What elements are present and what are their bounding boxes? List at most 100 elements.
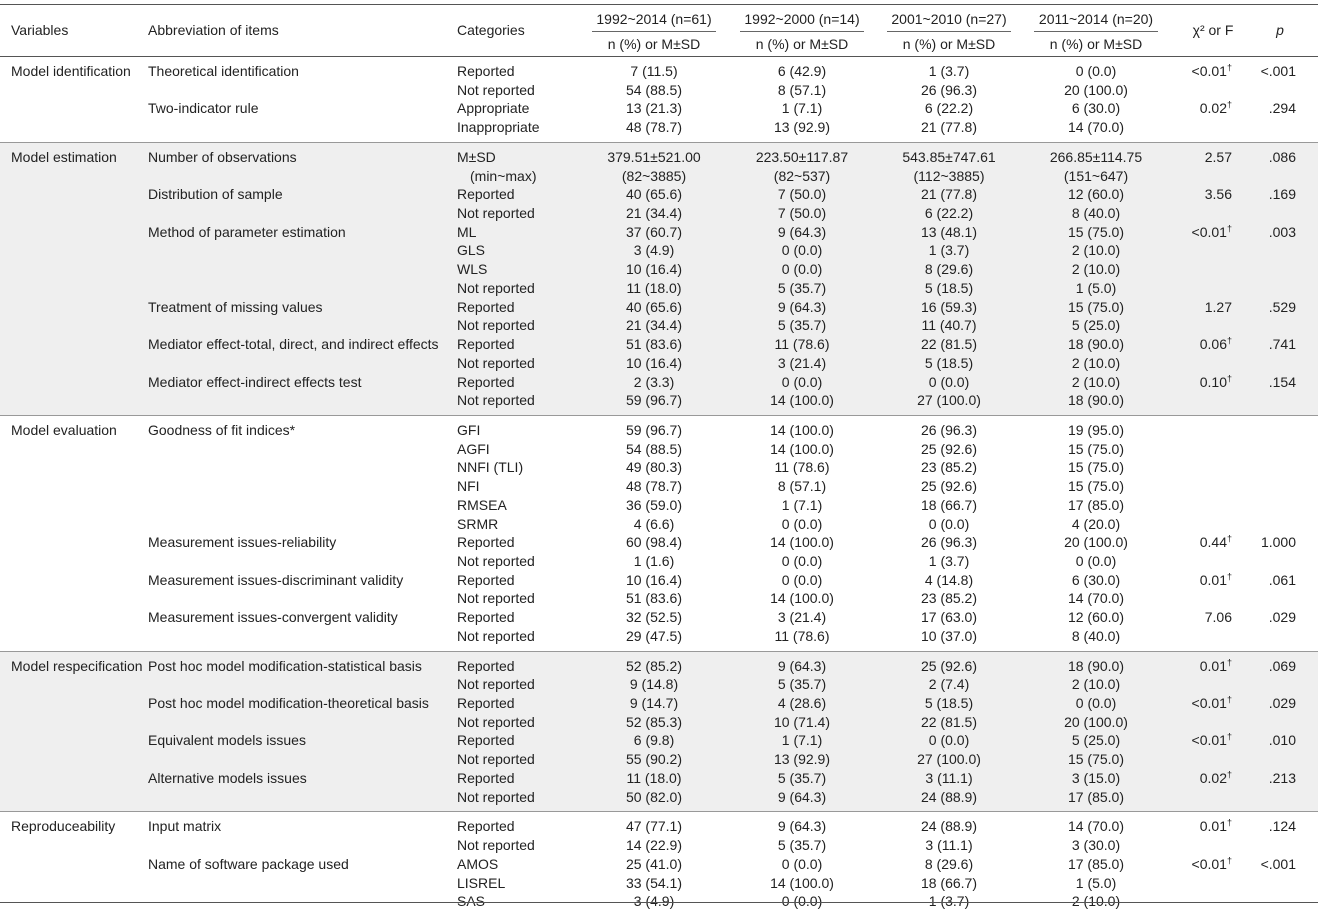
value-cell: 51 (83.6) <box>625 336 683 353</box>
value-cell: 7 (11.5) <box>630 63 678 79</box>
item-stat: 0.02† <box>1199 99 1232 117</box>
value-cell: 18 (90.0) <box>1067 336 1125 353</box>
value-cell: 8 (29.6) <box>924 261 974 278</box>
category-label: Reported <box>457 818 515 835</box>
value-cell: 4 (20.0) <box>1071 515 1121 532</box>
value-cell: 3 (30.0) <box>1071 837 1121 854</box>
section-variable: Model evaluation <box>11 421 117 438</box>
item-p: .169 <box>1268 186 1296 203</box>
category-label: Not reported <box>457 627 535 644</box>
value-cell: 37 (60.7) <box>625 223 683 240</box>
item-stat: 0.06† <box>1199 335 1232 353</box>
value-cell: 21 (77.8) <box>920 186 978 203</box>
value-cell: 11 (78.6) <box>774 459 830 476</box>
value-cell: 223.50±117.87 <box>755 148 849 165</box>
value-cell: 10 (16.4) <box>625 571 683 588</box>
value-cell: 22 (81.5) <box>920 336 978 353</box>
value-cell: 54 (88.5) <box>625 440 683 457</box>
value-cell: 0 (0.0) <box>1075 63 1117 79</box>
value-cell: 59 (96.7) <box>625 421 683 438</box>
value-cell: 9 (64.3) <box>777 298 827 315</box>
category-label: Reported <box>457 373 515 390</box>
value-cell: 23 (85.2) <box>920 590 978 607</box>
category-label: Not reported <box>457 279 535 296</box>
value-cell: 14 (70.0) <box>1067 818 1125 835</box>
value-cell: 18 (90.0) <box>1067 392 1125 409</box>
section-variable: Model respecification <box>11 657 143 674</box>
item-stat: 0.01† <box>1199 656 1232 674</box>
item-stat: <0.01† <box>1191 223 1232 240</box>
value-cell: 0 (0.0) <box>1075 695 1117 712</box>
value-cell: 29 (47.5) <box>625 627 683 644</box>
value-cell: 32 (52.5) <box>625 609 683 626</box>
item-name: Mediator effect-total, direct, and indir… <box>148 336 439 353</box>
table-top-rule <box>0 4 1318 5</box>
value-cell: 2 (10.0) <box>1071 893 1121 910</box>
value-cell: 11 (78.6) <box>774 627 830 644</box>
item-stat: 0.02† <box>1199 769 1232 786</box>
category-label: GFI <box>457 421 481 438</box>
value-cell: 2 (10.0) <box>1071 242 1121 259</box>
item-p: .003 <box>1268 223 1296 240</box>
value-cell: 14 (100.0) <box>770 874 834 891</box>
value-cell: 48 (78.7) <box>625 478 683 495</box>
value-cell: 8 (40.0) <box>1071 205 1121 222</box>
value-cell: 2 (3.3) <box>633 373 675 390</box>
category-label: Not reported <box>457 553 535 569</box>
category-label: Not reported <box>457 81 535 98</box>
value-cell: 21 (77.8) <box>920 119 978 136</box>
value-cell: 4 (14.8) <box>924 571 974 588</box>
category-label: LISREL <box>457 874 506 891</box>
value-cell: 10 (37.0) <box>920 627 978 644</box>
value-cell: 2 (7.4) <box>928 676 970 693</box>
category-label: Appropriate <box>457 100 530 117</box>
category-label: Not reported <box>457 205 535 222</box>
value-cell: 2 (10.0) <box>1071 373 1121 390</box>
item-name: Input matrix <box>148 818 222 835</box>
value-cell: 5 (18.5) <box>924 695 974 712</box>
value-cell: 26 (96.3) <box>920 534 978 551</box>
value-cell: 5 (35.7) <box>777 279 827 296</box>
value-cell: 266.85±114.75 <box>1049 148 1143 165</box>
item-name: Equivalent models issues <box>148 732 306 749</box>
value-cell: 40 (65.6) <box>625 186 683 203</box>
value-cell: 3 (21.4) <box>777 354 827 371</box>
value-cell: 5 (18.5) <box>924 354 974 371</box>
value-cell: 20 (100.0) <box>1064 713 1128 730</box>
value-cell: (151~647) <box>1063 167 1129 184</box>
value-cell: 25 (92.6) <box>920 657 978 674</box>
value-cell: 18 (66.7) <box>920 496 978 513</box>
value-cell: 6 (22.2) <box>924 100 974 117</box>
header-period-3: 2011~2014 (n=20) <box>1038 11 1154 27</box>
value-cell: 15 (75.0) <box>1067 440 1125 457</box>
value-cell: 48 (78.7) <box>625 119 683 136</box>
header-bottom-rule <box>0 56 1318 57</box>
value-cell: 11 (40.7) <box>921 317 977 334</box>
value-cell: 1 (5.0) <box>1075 279 1117 296</box>
value-cell: 24 (88.9) <box>920 818 978 835</box>
header-sub-2: n (%) or M±SD <box>902 36 996 52</box>
value-cell: 51 (83.6) <box>625 590 683 607</box>
item-name: Goodness of fit indices* <box>148 421 296 438</box>
value-cell: 0 (0.0) <box>781 242 823 259</box>
category-label: Reported <box>457 732 515 749</box>
value-cell: 8 (57.1) <box>777 81 827 98</box>
category-label: Reported <box>457 657 515 674</box>
header-underline-2 <box>887 31 1011 32</box>
header-period-2: 2001~2010 (n=27) <box>891 11 1007 27</box>
value-cell: 1 (7.1) <box>781 100 823 117</box>
value-cell: 14 (100.0) <box>770 534 834 551</box>
section-divider <box>0 141 1318 143</box>
item-p: <.001 <box>1260 63 1296 79</box>
value-cell: 5 (35.7) <box>777 837 827 854</box>
value-cell: 18 (66.7) <box>920 874 978 891</box>
value-cell: 8 (29.6) <box>924 855 974 872</box>
value-cell: 0 (0.0) <box>781 373 823 390</box>
item-name: Treatment of missing values <box>148 298 323 315</box>
value-cell: 3 (15.0) <box>1071 769 1121 786</box>
item-p: <.001 <box>1260 855 1296 872</box>
header-sub-total: n (%) or M±SD <box>607 36 701 52</box>
category-label: Reported <box>457 186 515 203</box>
value-cell: 52 (85.2) <box>625 657 683 674</box>
